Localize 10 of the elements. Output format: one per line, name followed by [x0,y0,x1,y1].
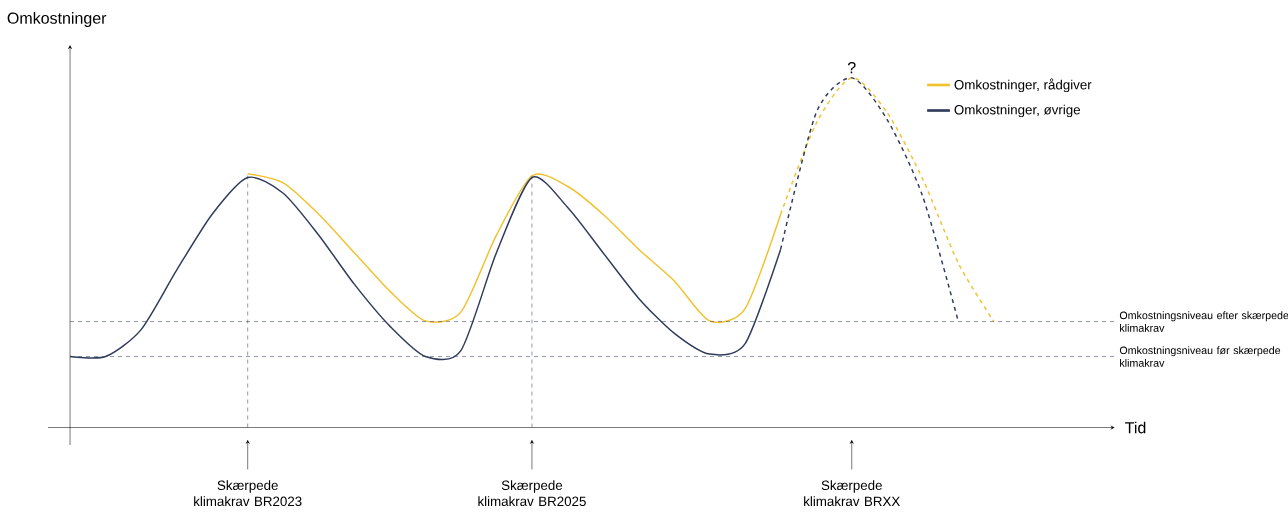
ref-line-label: Omkostningsniveau efter skærpede klimakrav [1119,311,1288,332]
x-tick-label: Skærpede klimakrav BR2025 [478,480,586,507]
x-tick-label: Skærpede klimakrav BRXX [804,480,900,507]
ref-line-label: Omkostningsniveau før skærpede klimakrav [1119,346,1281,367]
annotation: ? [847,61,856,74]
legend-label: Omkostninger, rådgiver [954,78,1092,93]
legend-label: Omkostninger, øvrige [954,104,1080,118]
x-tick-label: Skærpede klimakrav BR2023 [194,480,302,507]
text: Tid [1125,421,1146,434]
y-axis-title: Omkostninger [7,12,107,27]
